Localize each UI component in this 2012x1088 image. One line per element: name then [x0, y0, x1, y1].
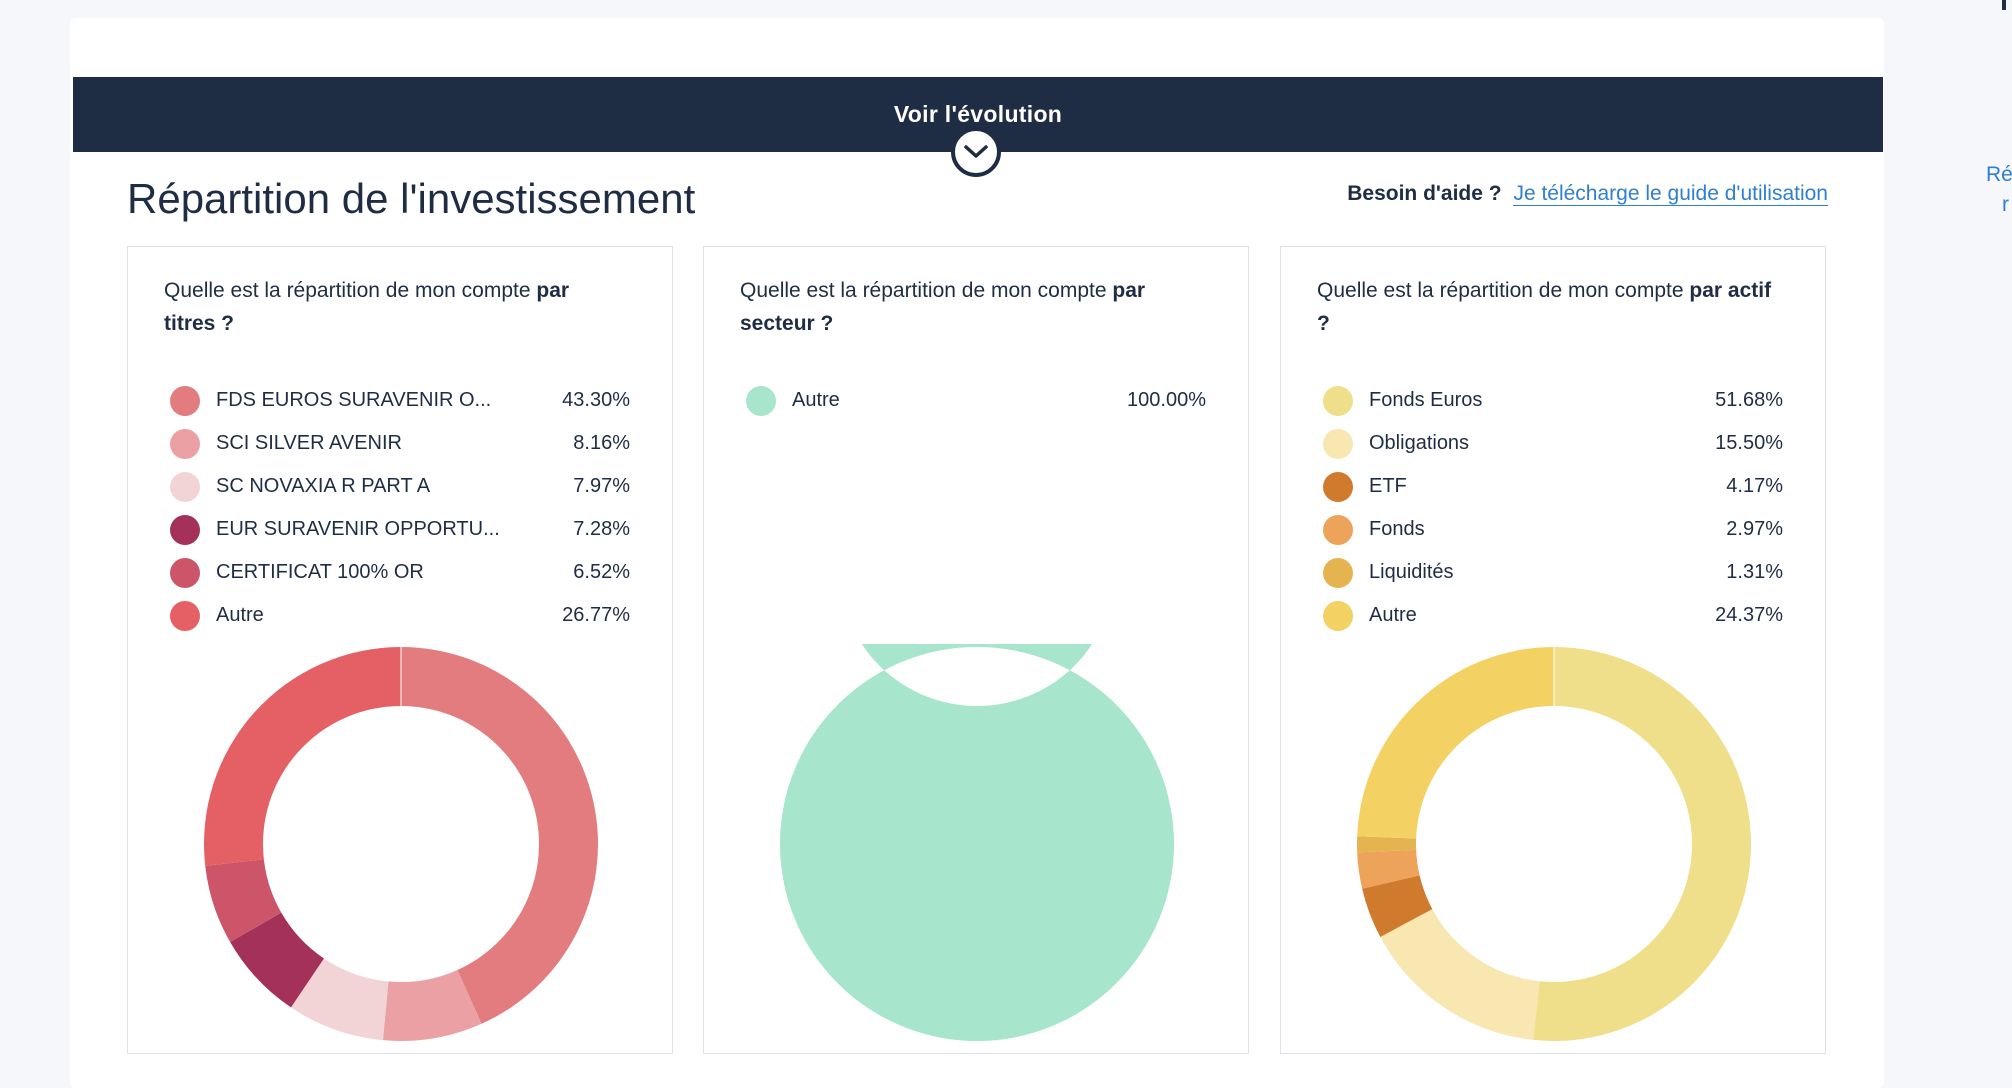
legend-item: Fonds Euros 51.68% — [1323, 379, 1783, 422]
donut-slice — [1357, 849, 1420, 889]
donut-chart — [780, 644, 1174, 1041]
legend: Autre 100.00% — [746, 379, 1206, 422]
legend-label: Autre — [216, 604, 264, 626]
help-question: Besoin d'aide ? — [1347, 182, 1502, 205]
legend-value: 51.68% — [1715, 389, 1783, 411]
question-text: Quelle est la répartition de mon compte — [164, 279, 531, 302]
question-text: Quelle est la répartition de mon compte — [740, 279, 1107, 302]
donut-slice — [401, 647, 598, 1024]
legend-swatch — [1323, 428, 1353, 459]
legend-swatch — [170, 385, 200, 416]
legend-label: SC NOVAXIA R PART A — [216, 475, 431, 497]
donut-slice — [1380, 909, 1540, 1040]
legend-swatch — [746, 385, 776, 416]
legend-value: 4.17% — [1726, 475, 1783, 497]
donut-slice — [290, 958, 389, 1041]
donut-slice — [230, 912, 324, 1008]
question-emphasis: par actif ? — [1317, 279, 1772, 335]
legend-item: Fonds 2.97% — [1323, 508, 1783, 551]
help-area: Besoin d'aide ? Je télécharge le guide d… — [1347, 182, 1828, 206]
legend-label: Fonds Euros — [1369, 389, 1483, 411]
panel-secteur: Quelle est la répartition de mon compte … — [703, 246, 1249, 1054]
page-title: Répartition de l'investissement — [127, 175, 696, 222]
legend-value: 15.50% — [1715, 432, 1783, 454]
legend-item: ETF 4.17% — [1323, 465, 1783, 508]
donut-slice — [1357, 647, 1554, 839]
legend-value: 43.30% — [562, 389, 630, 411]
donut-slice — [780, 644, 1174, 1041]
donut-slice — [1357, 836, 1417, 853]
legend-swatch — [1323, 471, 1353, 502]
legend-swatch — [170, 514, 200, 545]
legend-value: 24.37% — [1715, 604, 1783, 626]
legend-item: EUR SURAVENIR OPPORTU... 7.28% — [170, 508, 630, 551]
question-emphasis: par secteur ? — [740, 279, 1146, 335]
legend-item: SCI SILVER AVENIR 8.16% — [170, 422, 630, 465]
legend: FDS EUROS SURAVENIR O... 43.30% SCI SILVER… — [170, 379, 630, 637]
legend-swatch — [1323, 600, 1353, 631]
legend-value: 8.16% — [573, 432, 630, 454]
donut-slice — [205, 859, 282, 943]
legend-value: 100.00% — [1127, 389, 1206, 411]
side-panel-text[interactable]: Ré r — [1986, 160, 2012, 220]
legend-swatch — [170, 428, 200, 459]
legend-label: Liquidités — [1369, 561, 1454, 583]
legend-label: EUR SURAVENIR OPPORTU... — [216, 518, 500, 540]
panel-question: Quelle est la répartition de mon compte … — [164, 274, 624, 340]
legend-item: Autre 26.77% — [170, 594, 630, 637]
donut-slice — [1362, 875, 1433, 937]
legend-item: Autre 100.00% — [746, 379, 1206, 422]
legend-swatch — [170, 557, 200, 588]
donut-slice — [382, 969, 482, 1041]
legend-value: 7.97% — [573, 475, 630, 497]
legend-value: 7.28% — [573, 518, 630, 540]
donut-slice — [1533, 647, 1751, 1041]
user-guide-link[interactable]: Je télécharge le guide d'utilisation — [1513, 182, 1828, 206]
panel-titres: Quelle est la répartition de mon compte … — [127, 246, 673, 1054]
legend-item: Autre 24.37% — [1323, 594, 1783, 637]
side-text-line-2[interactable]: r — [2002, 193, 2009, 216]
legend-label: Fonds — [1369, 518, 1425, 540]
legend-swatch — [1323, 557, 1353, 588]
question-emphasis: par titres ? — [164, 279, 570, 335]
legend-item: CERTIFICAT 100% OR 6.52% — [170, 551, 630, 594]
legend-value: 2.97% — [1726, 518, 1783, 540]
panel-actif: Quelle est la répartition de mon compte … — [1280, 246, 1826, 1054]
legend-item: SC NOVAXIA R PART A 7.97% — [170, 465, 630, 508]
side-text-line-1[interactable]: Ré — [1986, 163, 2012, 186]
legend-label: Autre — [792, 389, 840, 411]
legend-swatch — [1323, 514, 1353, 545]
legend-item: FDS EUROS SURAVENIR O... 43.30% — [170, 379, 630, 422]
legend-value: 6.52% — [573, 561, 630, 583]
panel-question: Quelle est la répartition de mon compte … — [740, 274, 1200, 340]
legend-swatch — [1323, 385, 1353, 416]
legend-value: 1.31% — [1726, 561, 1783, 583]
panel-question: Quelle est la répartition de mon compte … — [1317, 274, 1777, 340]
legend-label: Obligations — [1369, 432, 1470, 454]
legend-value: 26.77% — [562, 604, 630, 626]
legend-label: CERTIFICAT 100% OR — [216, 561, 424, 583]
expand-button[interactable] — [951, 127, 1001, 177]
legend-label: SCI SILVER AVENIR — [216, 432, 402, 454]
legend-label: FDS EUROS SURAVENIR O... — [216, 389, 492, 411]
legend-swatch — [170, 600, 200, 631]
donut-chart — [1357, 647, 1751, 1041]
legend-swatch — [170, 471, 200, 502]
donut-slice — [204, 647, 401, 866]
legend-label: ETF — [1369, 475, 1407, 497]
side-edge-mark — [2002, 0, 2006, 10]
legend-label: Autre — [1369, 604, 1417, 626]
question-text: Quelle est la répartition de mon compte — [1317, 279, 1684, 302]
chevron-down-icon — [964, 145, 988, 158]
donut-chart — [204, 647, 598, 1041]
evolution-label[interactable]: Voir l'évolution — [893, 101, 1063, 127]
legend-item: Obligations 15.50% — [1323, 422, 1783, 465]
legend-item: Liquidités 1.31% — [1323, 551, 1783, 594]
legend: Fonds Euros 51.68% Obligations 15.50% ETF 4.1… — [1323, 379, 1783, 637]
